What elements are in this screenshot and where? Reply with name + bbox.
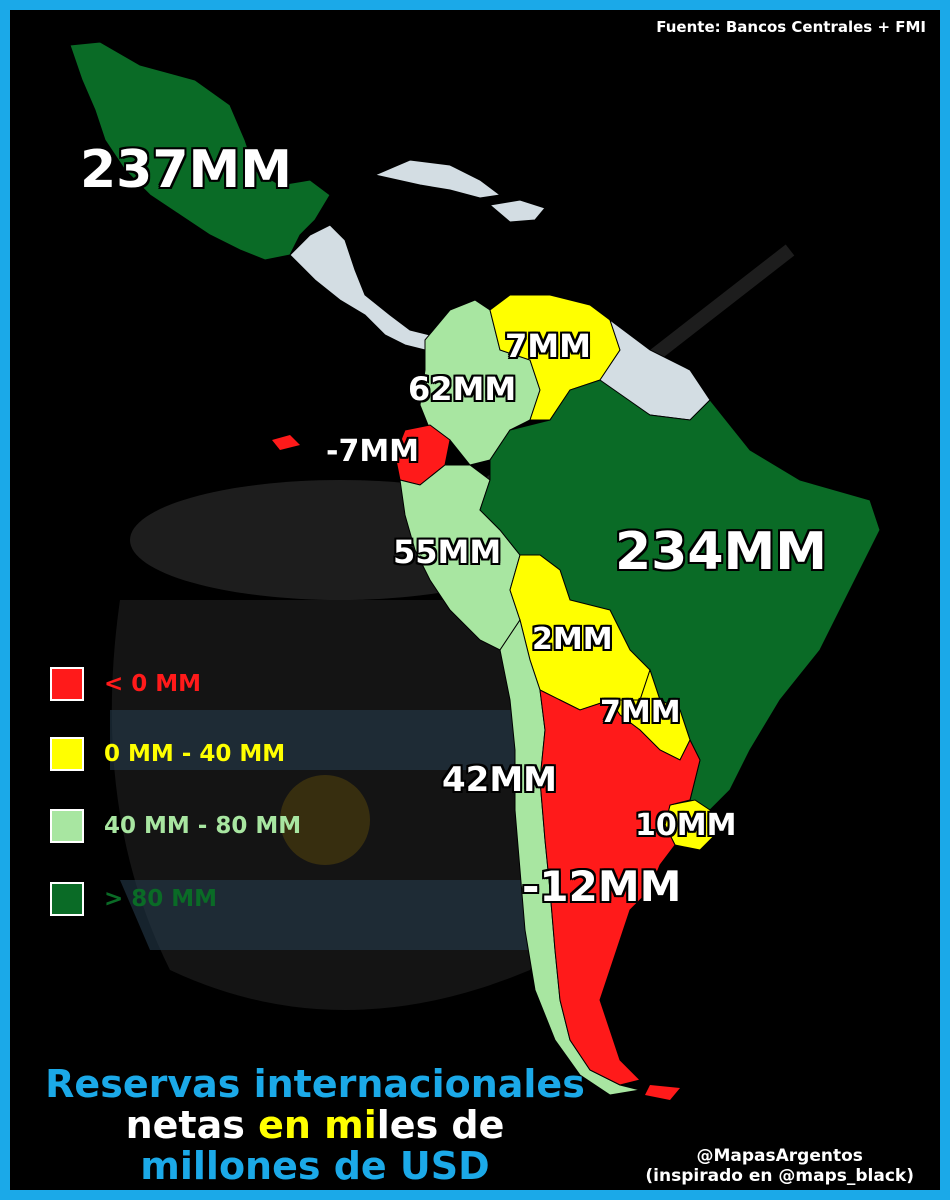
legend-label: 0 MM - 40 MM [104,741,286,767]
map-canvas [69,41,881,1100]
label-argentina: -12MM [522,862,682,911]
title-line-2: netas en miles de [10,1105,620,1146]
legend-label: 40 MM - 80 MM [104,813,302,839]
legend-swatch [50,882,84,916]
label-venezuela: 7MM [505,327,591,365]
legend-label: < 0 MM [104,671,202,697]
title-line-2c: les de [376,1103,505,1147]
title-line-2b: en mi [258,1103,377,1147]
legend-swatch [50,809,84,843]
label-chile: 42MM [442,760,557,800]
colombia-region [419,299,541,466]
label-bolivia: 2MM [532,622,613,657]
galapagos-region [272,435,300,450]
tierra-del-fuego-region [645,1085,680,1100]
label-brazil: 234MM [615,522,828,582]
label-uruguay: 10MM [635,808,737,843]
legend-item: > 80 MM [50,881,217,917]
title-line-3: millones de USD [140,1144,490,1188]
credit-handle: @MapasArgentos [696,1146,863,1166]
title-line-1: Reservas internacionales [45,1062,585,1106]
credit: @MapasArgentos (inspirado en @maps_black… [645,1146,914,1186]
label-paraguay: 7MM [600,695,681,730]
legend-item: 0 MM - 40 MM [50,736,285,772]
mate-illustration [110,244,795,1010]
credit-inspired: (inspirado en @maps_black) [645,1166,914,1186]
mexico-region [69,41,331,261]
source-note: Fuente: Bancos Centrales + FMI [656,18,926,36]
central-america-region [289,224,431,351]
label-colombia: 62MM [408,370,517,408]
label-ecuador: -7MM [326,434,420,469]
hispaniola-region [488,199,546,223]
label-peru: 55MM [393,533,502,571]
legend-swatch [50,737,84,771]
argentina-region [539,689,701,1086]
legend-item: < 0 MM [50,666,201,702]
legend-item: 40 MM - 80 MM [50,808,301,844]
title-line-2a: netas [125,1103,259,1147]
legend-label: > 80 MM [104,886,218,912]
map-title: Reservas internacionales netas en miles … [10,1064,620,1187]
legend-swatch [50,667,84,701]
caribbean-region [373,159,502,199]
label-mexico: 237MM [80,140,293,200]
map-frame: Fuente: Bancos Centrales + FMI 237MM 7MM… [10,10,940,1190]
